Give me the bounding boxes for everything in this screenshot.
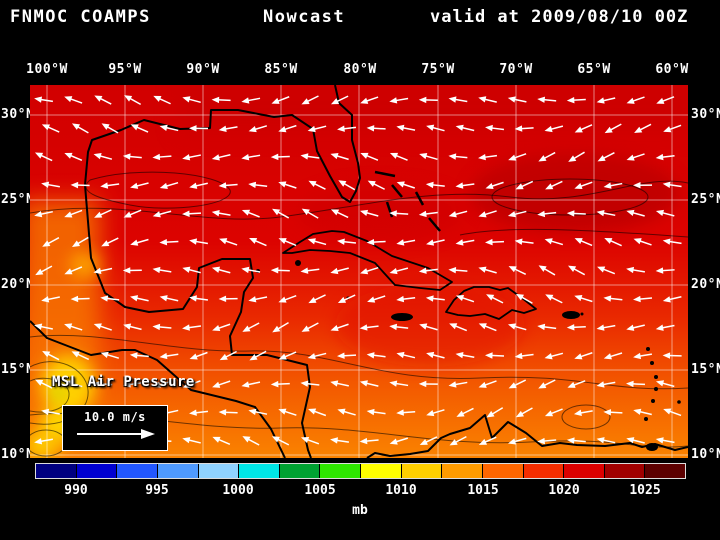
colorbar-tick-label: 990 [64,483,88,498]
colorbar-cell [442,464,483,478]
colorbar-tick-label: 1025 [629,483,661,498]
colorbar-tick-label: 1000 [222,483,254,498]
coastlines [30,85,688,458]
colorbar-tick-label: 1005 [304,483,336,498]
lat-tick-label: 25°N [1,192,35,207]
lon-tick-label: 65°W [577,62,611,77]
island-jamaica [391,313,413,321]
model-name: FNMOC COAMPS [10,7,151,27]
lon-tick-label: 80°W [343,62,377,77]
colorbar-cell [604,464,646,478]
pressure-colorbar [35,463,686,479]
graticule-grid-lines [30,85,688,458]
colorbar-cell [564,464,605,478]
lon-tick-label: 60°W [655,62,689,77]
island-cuba [282,230,453,291]
island-hispaniola [445,286,537,320]
colorbar-tick-label: 1020 [548,483,580,498]
colorbar-cell [239,464,280,478]
field-label: MSL Air Pressure [52,374,195,390]
coastline-north-central-america [84,85,361,458]
colorbar-tick-label: 995 [145,483,169,498]
valid-time: valid at 2009/08/10 00Z [430,7,689,27]
island-puerto-rico [562,311,580,319]
lon-tick-label: 100°W [26,62,68,77]
product-name: Nowcast [263,7,346,27]
pressure-map-plot [30,85,688,458]
colorbar-cell [198,464,240,478]
colorbar-unit-label: mb [352,503,368,518]
islands-bahamas [374,170,441,232]
colorbar-cell [523,464,565,478]
colorbar-cell [361,464,402,478]
colorbar-tick-label: 1015 [467,483,499,498]
colorbar-cell [645,464,685,478]
small-islands [256,260,681,451]
colorbar-tick-label: 1010 [385,483,417,498]
colorbar-cell [279,464,321,478]
wind-scale-arrow-icon [77,429,155,439]
island-trinidad [646,443,658,451]
lat-tick-label: 15°N [691,362,720,377]
lat-tick-label: 15°N [1,362,35,377]
lon-tick-label: 95°W [108,62,142,77]
lat-tick-label: 30°N [1,107,35,122]
coastline-pacific [30,320,286,458]
colorbar-cell [117,464,158,478]
map-area: MSL Air Pressure 10.0 m/s [30,85,688,458]
wind-scale-label: 10.0 m/s [84,410,146,424]
colorbar-cell [401,464,443,478]
lat-tick-label: 20°N [1,277,35,292]
wind-scale-legend: 10.0 m/s [62,405,168,451]
wind-vector-field [34,95,682,446]
colorbar-cell [76,464,118,478]
lat-tick-label: 25°N [691,192,720,207]
colorbar-cell [157,464,199,478]
lat-tick-label: 10°N [1,447,35,462]
colorbar-cell [320,464,361,478]
lon-tick-label: 90°W [186,62,220,77]
lat-tick-label: 20°N [691,277,720,292]
colorbar-cell [482,464,524,478]
colorbar-cell [36,464,77,478]
lat-tick-label: 10°N [691,447,720,462]
lon-tick-label: 85°W [264,62,298,77]
lat-tick-label: 30°N [691,107,720,122]
coastline-south-america [366,414,688,458]
lon-tick-label: 70°W [499,62,533,77]
lon-tick-label: 75°W [421,62,455,77]
